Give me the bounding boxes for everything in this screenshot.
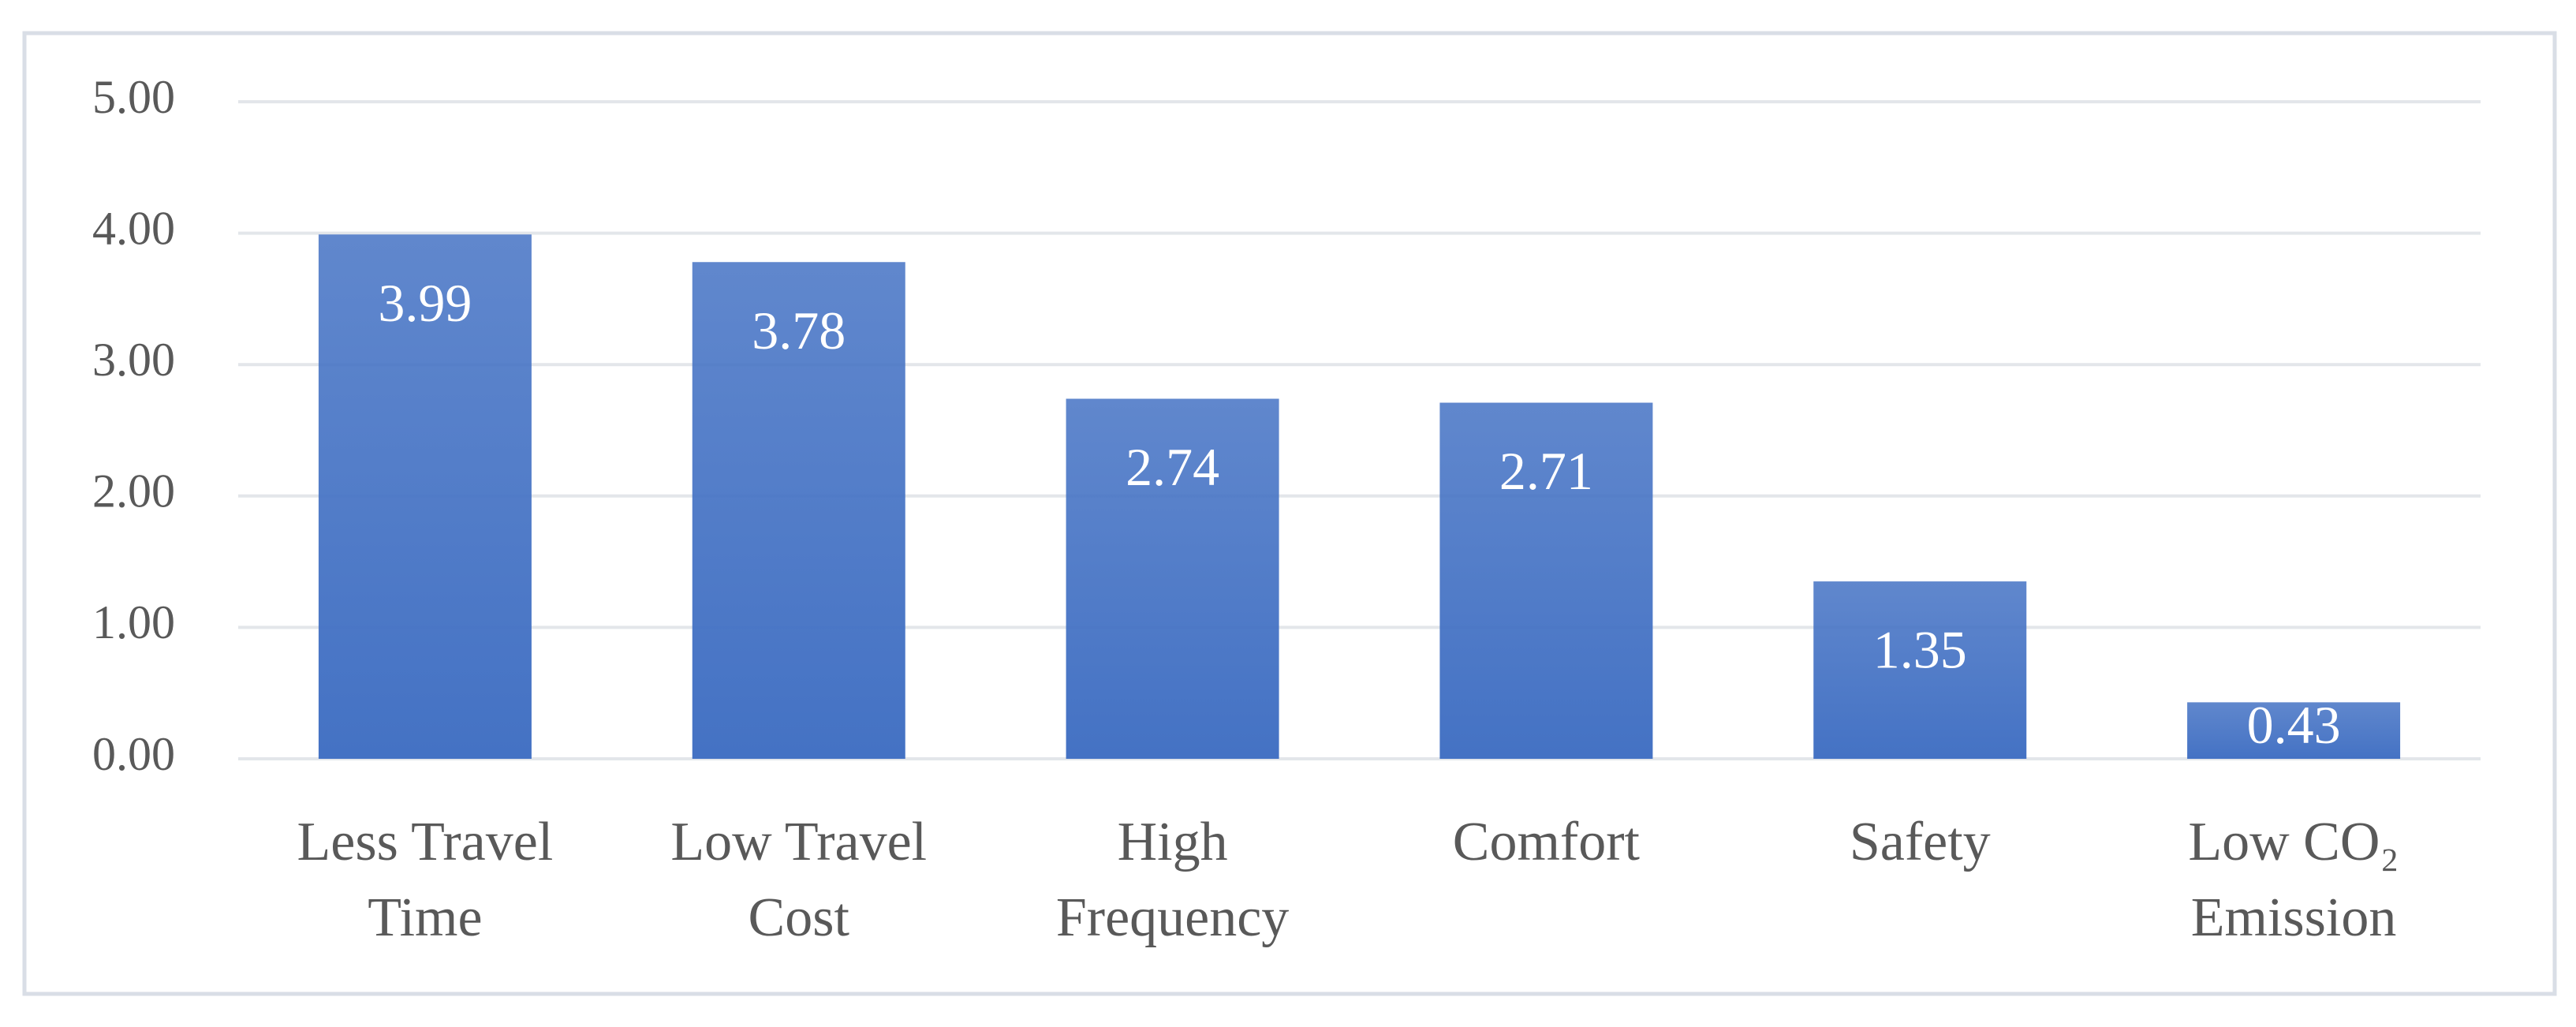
data-label: 1.35 (1873, 620, 1967, 680)
data-label: 3.99 (378, 273, 472, 333)
y-tick-label: 3.00 (92, 334, 175, 386)
bar (692, 262, 905, 759)
y-tick-label: 2.00 (92, 465, 175, 517)
bar (1066, 398, 1279, 759)
bar (1813, 581, 2027, 759)
bar (318, 234, 532, 759)
bar (2187, 702, 2401, 759)
x-tick-label: High Frequency (1055, 812, 1290, 948)
data-label: 3.78 (752, 301, 846, 360)
data-label: 2.71 (1499, 441, 1593, 501)
y-tick-label: 1.00 (92, 596, 175, 648)
data-label: 0.43 (2247, 695, 2341, 755)
y-tick-label: 4.00 (92, 202, 175, 254)
x-tick-label: Low Travel Cost (670, 812, 928, 948)
data-label: 2.74 (1126, 437, 1219, 497)
x-tick-label: Low CO₂ Emission (2188, 812, 2399, 948)
bar (1439, 402, 1653, 759)
x-tick-label: Less Travel Time (297, 812, 554, 948)
x-tick-label: Safety (1849, 812, 1991, 872)
x-tick-label: Comfort (1452, 812, 1641, 872)
y-tick-label: 0.00 (92, 728, 175, 780)
y-tick-label: 5.00 (92, 71, 175, 123)
